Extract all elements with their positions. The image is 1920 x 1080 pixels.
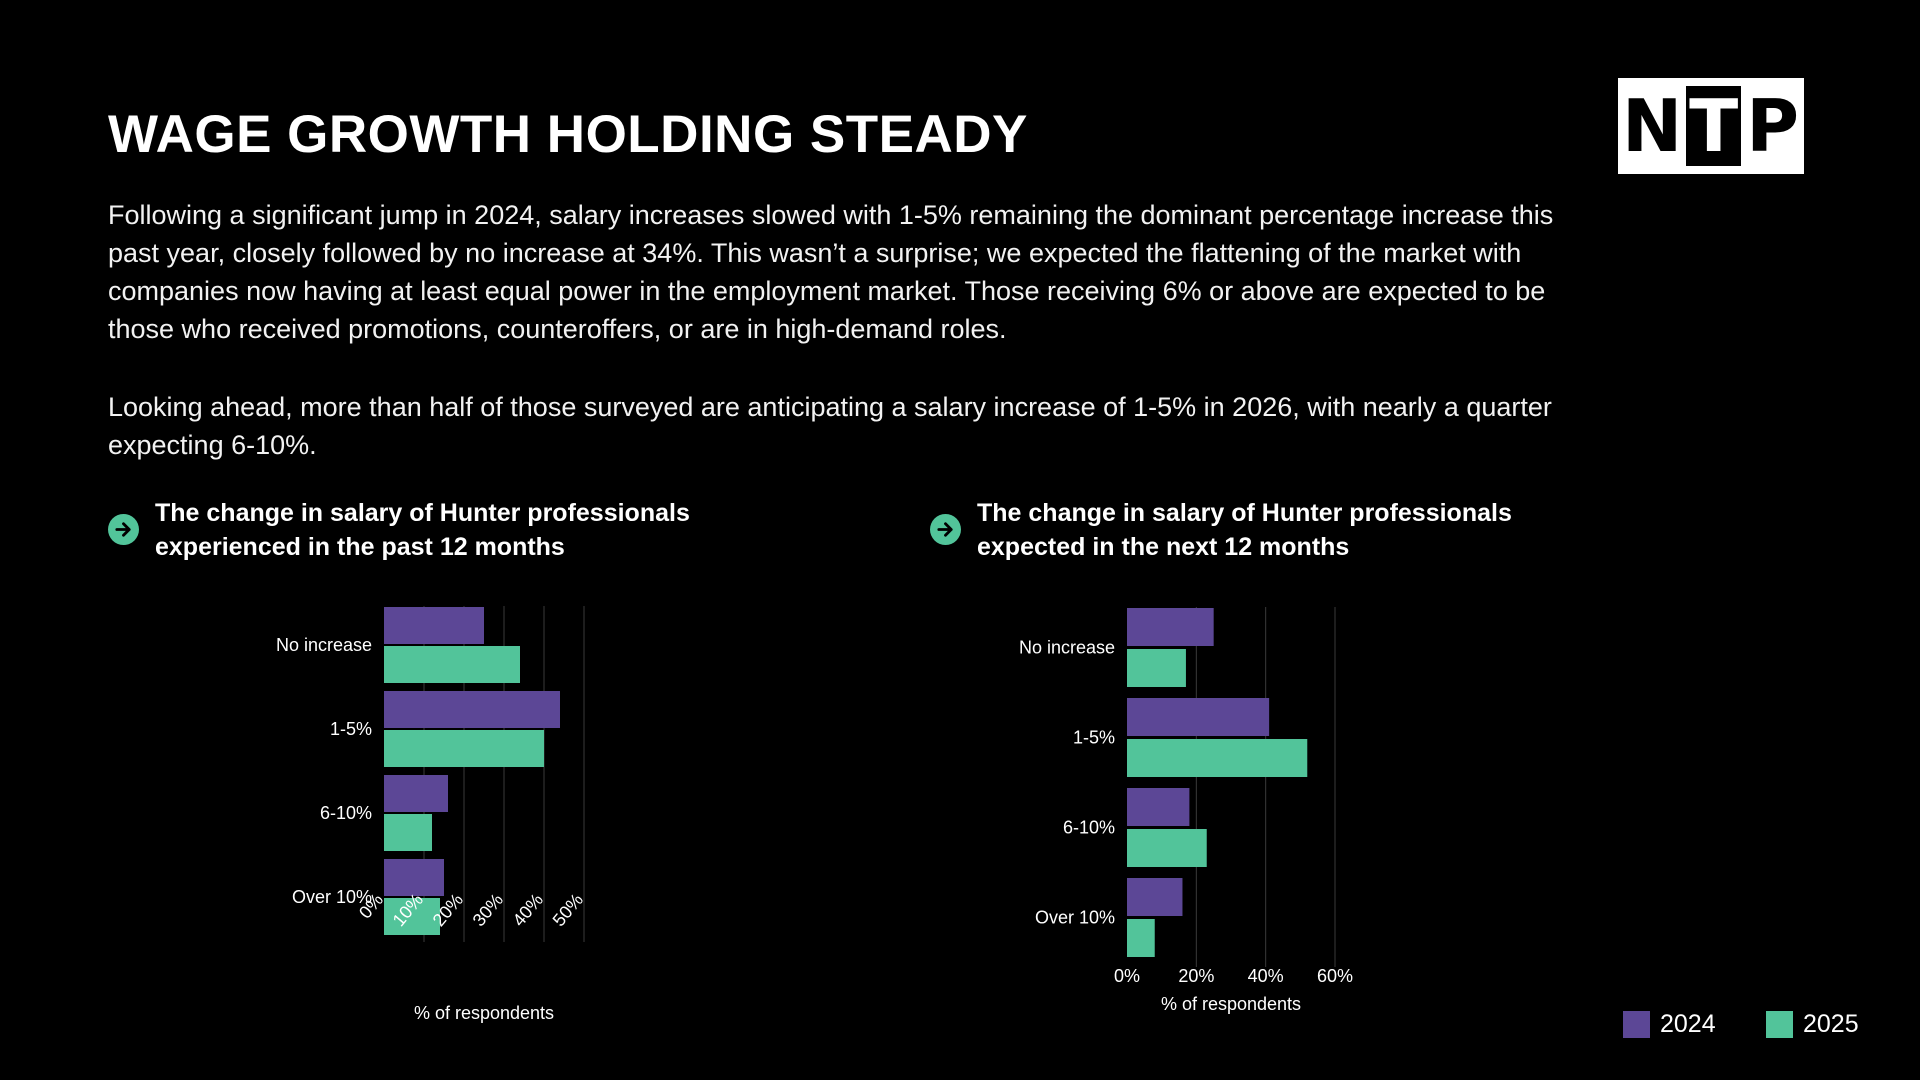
bar-2024-over-10pct (1127, 878, 1183, 916)
legend-item-2025: 2025 (1766, 1010, 1859, 1039)
legend-swatch-2024 (1623, 1011, 1650, 1038)
category-label-no-increase: No increase (276, 635, 372, 655)
category-label-6-10pct: 6-10% (320, 803, 372, 823)
bar-2025-6-10pct (384, 814, 432, 851)
logo-letter-p: P (1745, 82, 1801, 170)
bar-2024-no-increase (384, 607, 484, 644)
arrow-right-icon (930, 514, 961, 545)
chart-past-title: The change in salary of Hunter professio… (155, 499, 690, 561)
category-label-over-10pct: Over 10% (1035, 908, 1115, 928)
ntp-logo: N T P (1618, 78, 1804, 174)
legend-item-2024: 2024 (1623, 1010, 1716, 1039)
bar-2025-1-5pct (384, 730, 544, 767)
chart-next-heading: The change in salary of Hunter professio… (930, 496, 1597, 564)
category-label-1-5pct: 1-5% (330, 719, 372, 739)
bar-2025-over-10pct (1127, 919, 1155, 957)
chart-next-title: The change in salary of Hunter professio… (977, 499, 1512, 561)
bar-2024-1-5pct (1127, 698, 1270, 736)
bar-2024-6-10pct (384, 775, 448, 812)
x-axis-title: % of respondents (1161, 994, 1301, 1014)
page-title: WAGE GROWTH HOLDING STEADY (108, 105, 1028, 164)
category-label-6-10pct: 6-10% (1063, 818, 1115, 838)
x-axis-title: % of respondents (414, 1003, 554, 1023)
bar-2024-1-5pct (384, 691, 560, 728)
tick-label-0pct: 0% (1114, 966, 1140, 986)
arrow-right-icon (108, 514, 139, 545)
tick-label-20pct: 20% (1178, 966, 1214, 986)
bar-2025-6-10pct (1127, 829, 1207, 867)
outlook-paragraph: Looking ahead, more than half of those s… (108, 392, 1552, 460)
bar-2025-no-increase (384, 646, 520, 683)
bar-2024-over-10pct (384, 859, 444, 896)
bar-2024-no-increase (1127, 608, 1214, 646)
category-label-over-10pct: Over 10% (292, 887, 372, 907)
bar-2025-no-increase (1127, 649, 1186, 687)
logo-letter-t: T (1682, 82, 1746, 170)
bar-2025-over-10pct (384, 898, 440, 935)
bar-2024-6-10pct (1127, 788, 1190, 826)
intro-paragraph: Following a significant jump in 2024, sa… (108, 200, 1554, 344)
legend-label-2025: 2025 (1803, 1010, 1859, 1038)
logo-letter-n: N (1622, 82, 1683, 170)
category-label-1-5pct: 1-5% (1073, 728, 1115, 748)
chart-past-heading: The change in salary of Hunter professio… (108, 496, 775, 564)
bar-2025-1-5pct (1127, 739, 1308, 777)
legend-swatch-2025 (1766, 1011, 1793, 1038)
legend-label-2024: 2024 (1660, 1010, 1716, 1038)
tick-label-60pct: 60% (1317, 966, 1353, 986)
category-label-no-increase: No increase (1019, 638, 1115, 658)
tick-label-40pct: 40% (1248, 966, 1284, 986)
